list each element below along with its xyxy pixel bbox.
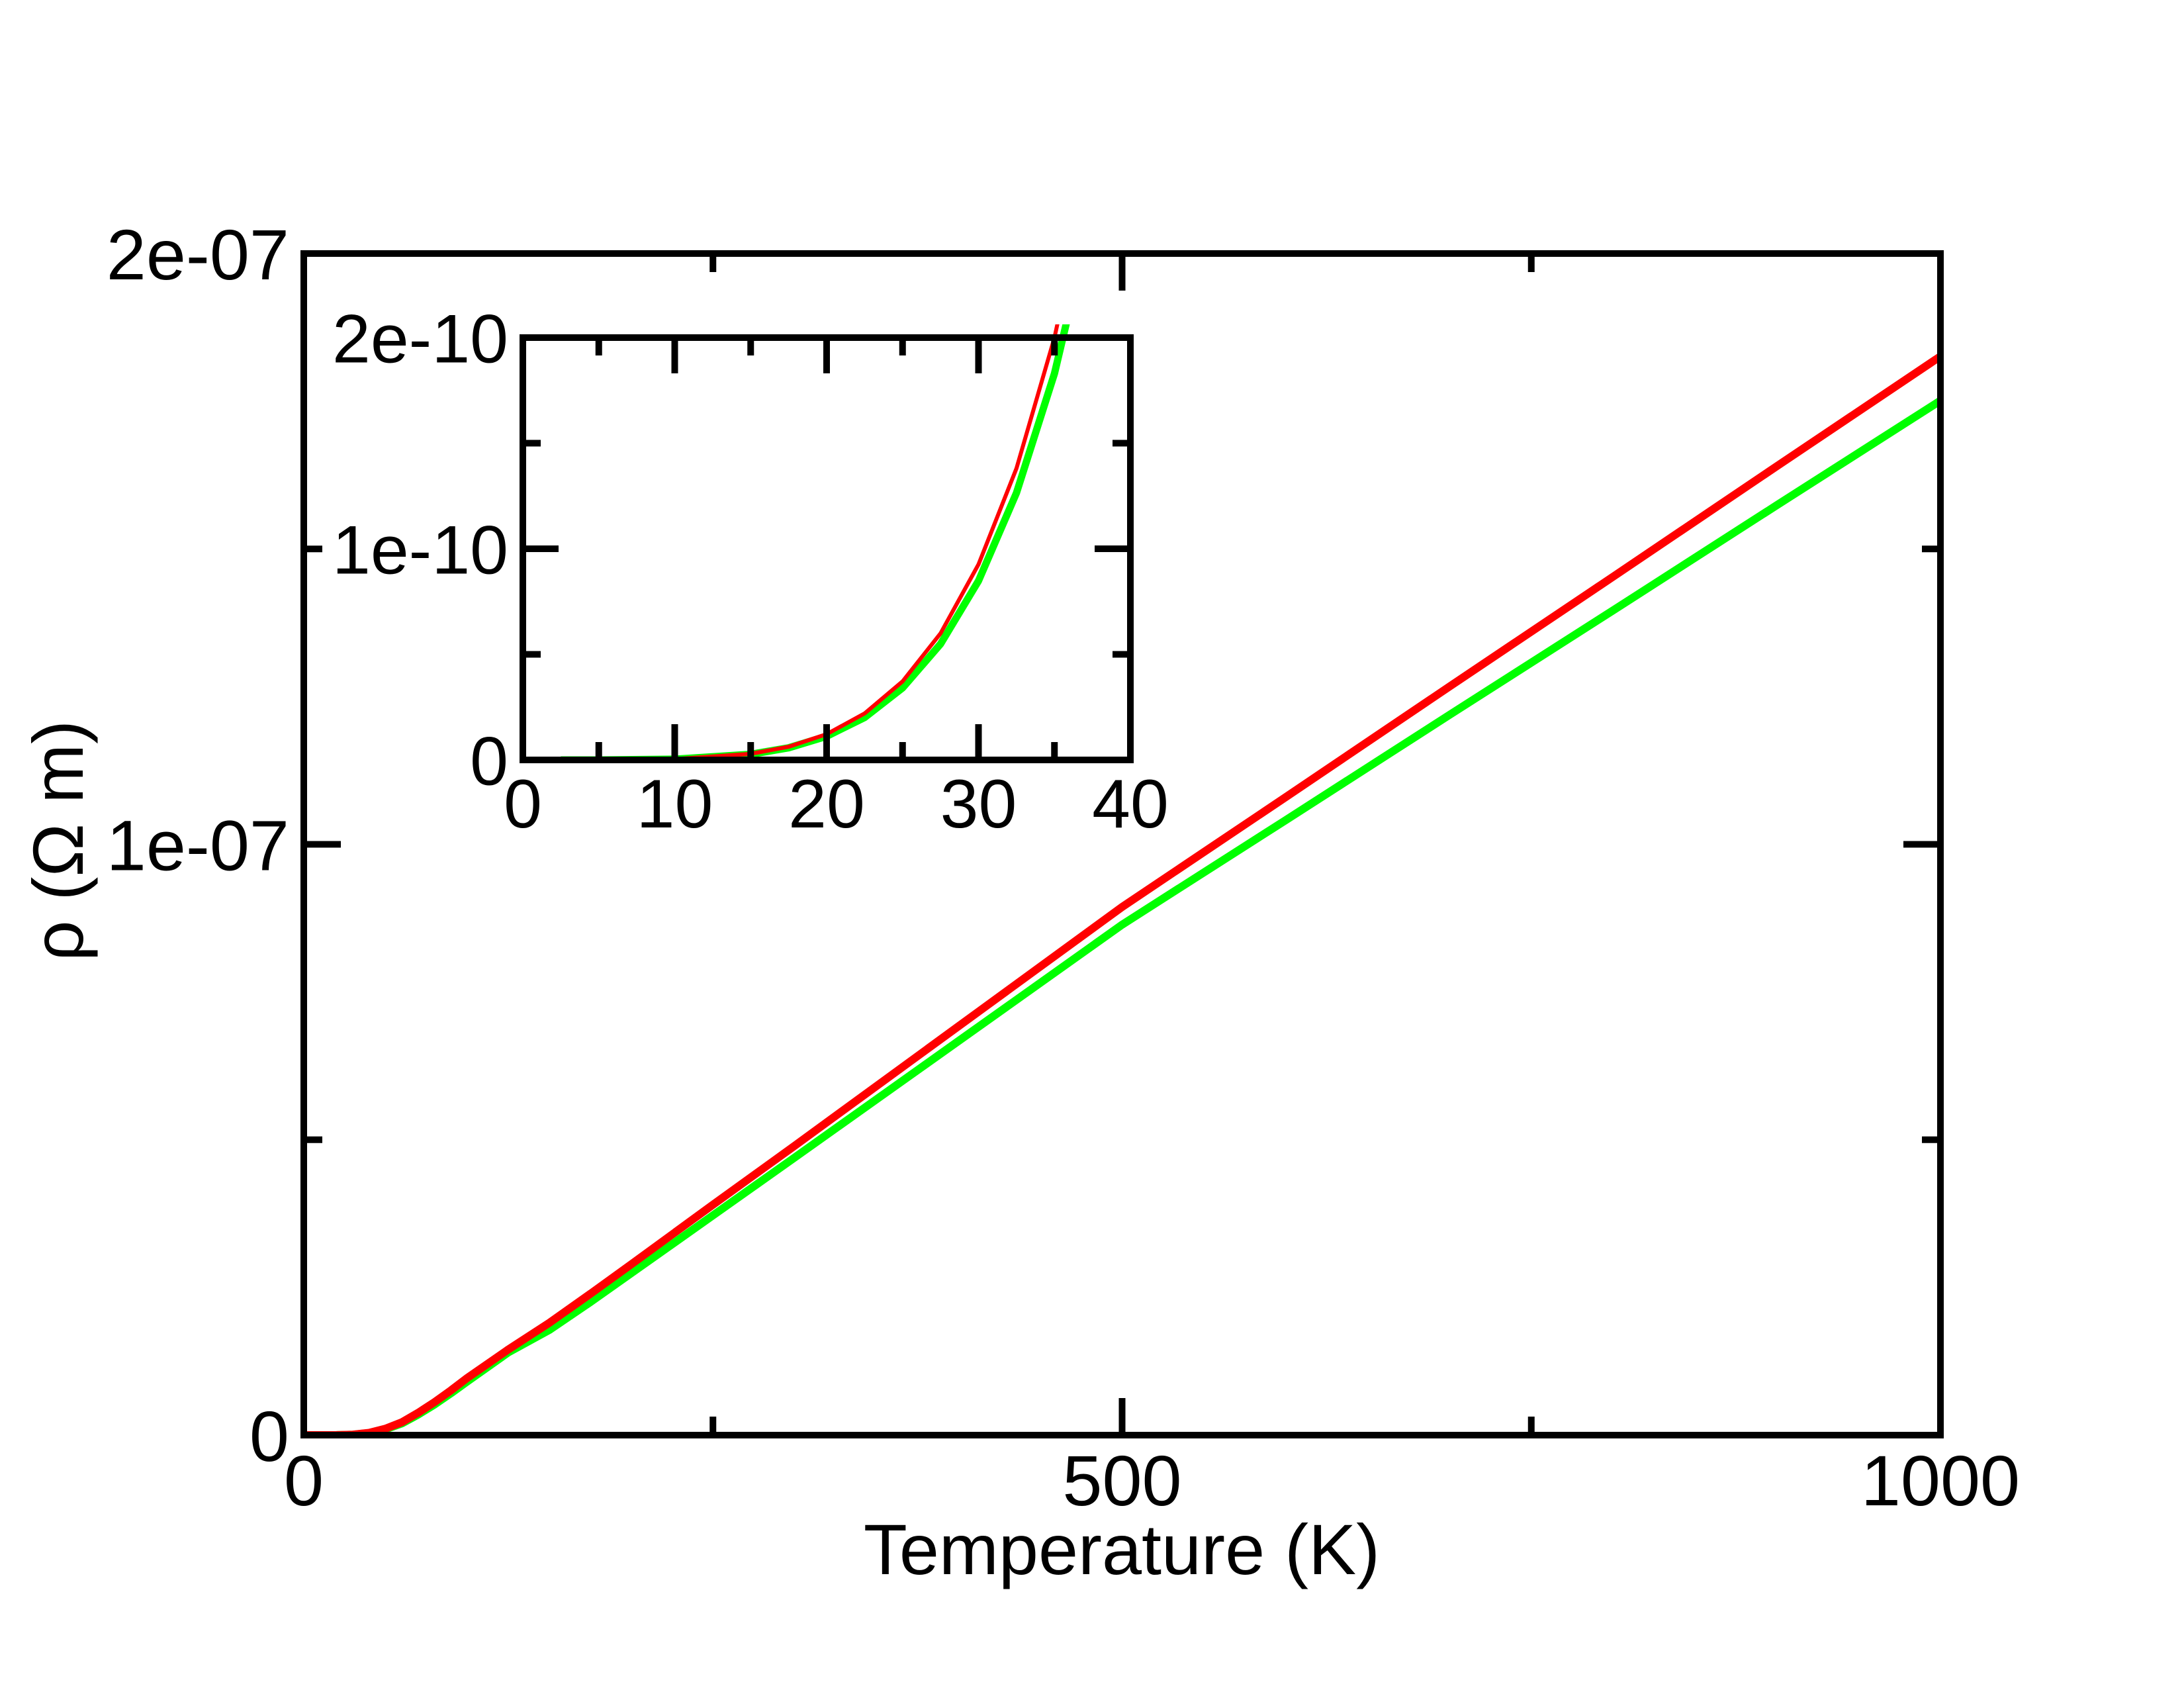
inset-x-tick-label: 10 [637,766,713,843]
inset-x-tick-label: 0 [504,766,542,843]
inset-background [523,338,1130,760]
inset-y-tick-label: 2e-10 [332,301,508,377]
y-axis-label: ρ (Ω m) [18,720,98,961]
inset-x-tick-label: 40 [1092,766,1169,843]
inset-y-tick-label: 1e-10 [332,512,508,588]
main-y-tick-label: 0 [250,1396,289,1476]
main-x-tick-label: 0 [284,1440,324,1521]
x-axis-label: Temperature (K) [864,1509,1380,1589]
inset-y-tick-label: 0 [470,723,508,800]
main-y-tick-label: 1e-07 [107,805,289,885]
main-x-tick-label: 1000 [1861,1440,2020,1521]
inset-x-tick-label: 20 [788,766,865,843]
inset-plot: 0 10 20 30 40 0 1e-10 2e-10 [332,301,1169,843]
inset-x-tick-label: 30 [940,766,1017,843]
main-x-tick-label: 500 [1062,1440,1181,1521]
main-y-tick-label: 2e-07 [107,214,289,295]
